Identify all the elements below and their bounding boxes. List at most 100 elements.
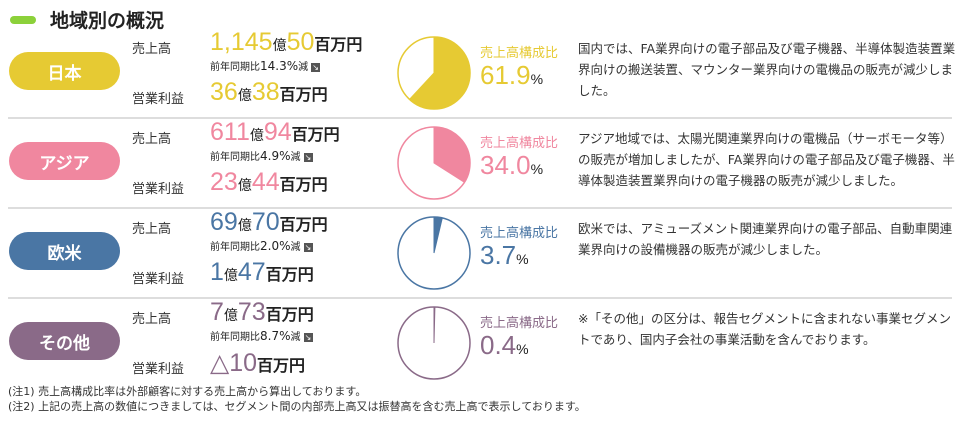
page-title: 地域別の概況 xyxy=(50,10,165,32)
yoy-change: 前年同期比14.3%減 ↘ xyxy=(210,58,321,73)
row-divider xyxy=(8,297,952,299)
profit-label: 営業利益 xyxy=(132,182,185,197)
percent-sign: % xyxy=(516,251,529,267)
down-arrow-icon: ↘ xyxy=(311,62,321,72)
amount-part: 69 xyxy=(210,208,238,236)
amount-part: 百万円 xyxy=(265,305,314,324)
share-value: 34.0% xyxy=(480,150,543,181)
share-label: 売上高構成比 xyxy=(480,136,559,151)
yoy-change: 前年同期比2.0%減 ↘ xyxy=(210,238,313,253)
sales-label: 売上高 xyxy=(132,222,172,237)
amount-part: 44 xyxy=(251,168,280,196)
profit-amount: △10百万円 xyxy=(210,348,305,378)
title-accent-bar xyxy=(10,15,36,24)
pie-slice xyxy=(433,306,436,344)
amount-part: 50 xyxy=(286,28,315,56)
yoy-value: 2.0% xyxy=(260,239,291,253)
sales-amount: 69億70百万円 xyxy=(210,208,328,237)
profit-label: 営業利益 xyxy=(132,92,185,107)
amount-part: 億 xyxy=(272,38,287,54)
percent-sign: % xyxy=(516,341,529,357)
sales-amount: 1,145億50百万円 xyxy=(210,28,362,57)
region-badge: アジア xyxy=(9,142,120,180)
row-divider xyxy=(8,207,952,209)
share-number: 34.0 xyxy=(480,150,531,180)
amount-part: 94 xyxy=(263,118,292,146)
amount-part: 70 xyxy=(251,208,280,236)
amount-part: 億 xyxy=(237,88,252,104)
pie-slice xyxy=(408,36,471,110)
amount-part: 1,145 xyxy=(210,28,273,56)
sales-label: 売上高 xyxy=(132,312,172,327)
share-number: 3.7 xyxy=(480,240,517,270)
footnote: (注1) 売上高構成比率は外部顧客に対する売上高から算出しております。 xyxy=(8,385,367,398)
sales-amount: 611億94百万円 xyxy=(210,118,340,147)
region-badge: その他 xyxy=(9,322,120,360)
percent-sign: % xyxy=(530,161,544,177)
sales-label: 売上高 xyxy=(132,42,172,57)
yoy-value: 14.3% xyxy=(260,59,299,73)
amount-part: 611 xyxy=(210,118,250,146)
down-arrow-icon: ↘ xyxy=(303,332,313,342)
share-label: 売上高構成比 xyxy=(480,316,559,331)
footnote: (注2) 上記の売上高の数値につきましては、セグメント間の内部売上高又は振替高を… xyxy=(8,400,586,413)
amount-part: 億 xyxy=(223,308,238,324)
amount-part: 億 xyxy=(249,128,264,144)
row-divider xyxy=(8,117,952,119)
region-row: 欧米 売上高 69億70百万円 前年同期比2.0%減 ↘ 営業利益 1億47百万円… xyxy=(0,208,960,298)
yoy-suffix: 減 xyxy=(290,242,301,253)
share-pie-chart xyxy=(397,36,471,110)
region-badge: 欧米 xyxy=(9,232,120,270)
down-arrow-icon: ↘ xyxy=(303,242,313,252)
amount-part: 億 xyxy=(223,268,238,284)
amount-part: 23 xyxy=(210,168,238,196)
share-value: 3.7% xyxy=(480,240,529,271)
amount-part: 百万円 xyxy=(257,356,306,375)
down-arrow-icon: ↘ xyxy=(303,152,313,162)
amount-part: 億 xyxy=(237,178,252,194)
section-title: 地域別の概況 xyxy=(10,6,164,33)
amount-part: 7 xyxy=(210,298,224,326)
share-number: 0.4 xyxy=(480,330,517,360)
pie-slice xyxy=(433,126,471,183)
percent-sign: % xyxy=(530,71,544,87)
share-pie-chart xyxy=(397,216,471,290)
yoy-change: 前年同期比4.9%減 ↘ xyxy=(210,148,313,163)
yoy-value: 4.9% xyxy=(260,149,291,163)
yoy-change: 前年同期比8.7%減 ↘ xyxy=(210,328,313,343)
amount-part: 百万円 xyxy=(279,85,328,104)
share-label: 売上高構成比 xyxy=(480,226,559,241)
profit-label: 営業利益 xyxy=(132,362,185,377)
profit-amount: 36億38百万円 xyxy=(210,78,328,107)
share-pie-chart xyxy=(397,126,471,200)
yoy-label: 前年同期比 xyxy=(210,242,260,253)
sales-amount: 7億73百万円 xyxy=(210,298,314,327)
profit-amount: 1億47百万円 xyxy=(210,258,314,287)
amount-part: 47 xyxy=(237,258,266,286)
amount-part: 73 xyxy=(237,298,266,326)
share-pie-chart xyxy=(397,306,471,380)
yoy-label: 前年同期比 xyxy=(210,62,260,73)
amount-part: △10 xyxy=(210,349,258,377)
share-value: 61.9% xyxy=(480,60,543,91)
amount-part: 百万円 xyxy=(279,175,328,194)
amount-part: 百万円 xyxy=(291,125,340,144)
profit-label: 営業利益 xyxy=(132,272,185,287)
amount-part: 百万円 xyxy=(279,215,328,234)
amount-part: 百万円 xyxy=(265,265,314,284)
yoy-label: 前年同期比 xyxy=(210,152,260,163)
pie-slice xyxy=(433,216,443,254)
amount-part: 36 xyxy=(210,78,238,106)
footnotes: (注1) 売上高構成比率は外部顧客に対する売上高から算出しております。 (注2)… xyxy=(8,384,586,414)
amount-part: 百万円 xyxy=(314,35,363,54)
region-row: アジア 売上高 611億94百万円 前年同期比4.9%減 ↘ 営業利益 23億44… xyxy=(0,118,960,208)
amount-part: 38 xyxy=(251,78,280,106)
amount-part: 億 xyxy=(237,218,252,234)
yoy-suffix: 減 xyxy=(290,152,301,163)
amount-part: 1 xyxy=(210,258,224,286)
region-row: その他 売上高 7億73百万円 前年同期比8.7%減 ↘ 営業利益 △10百万円 … xyxy=(0,298,960,388)
region-description: ※「その他」の区分は、報告セグメントに含まれない事業セグメントであり、国内子会社… xyxy=(578,311,951,347)
share-label: 売上高構成比 xyxy=(480,46,559,61)
yoy-label: 前年同期比 xyxy=(210,332,260,343)
region-description: 欧米では、アミューズメント関連業界向けの電子部品、自動車関連業界向けの設備機器の… xyxy=(578,221,953,257)
